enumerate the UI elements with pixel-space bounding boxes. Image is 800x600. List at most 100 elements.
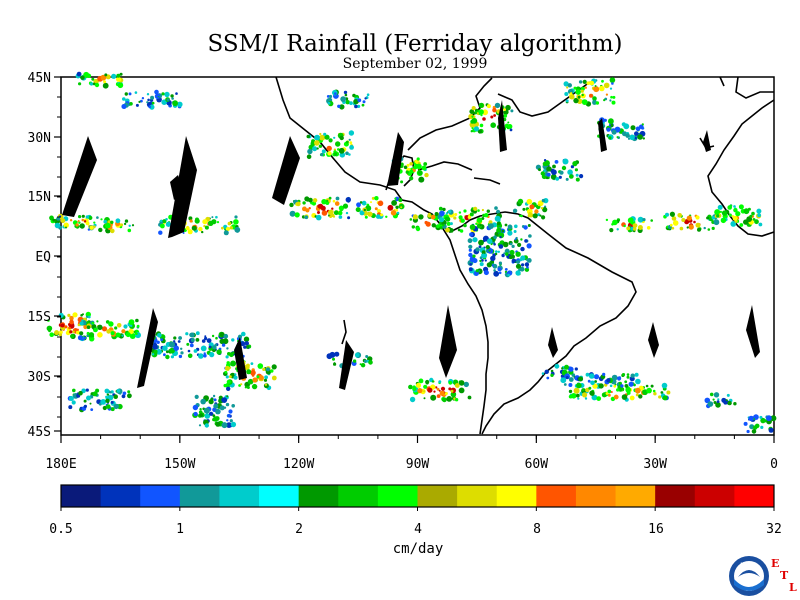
rain-cell — [116, 73, 121, 78]
rain-cell — [493, 235, 497, 239]
rain-cell — [289, 210, 296, 217]
rain-cell — [526, 258, 532, 263]
rain-cell — [523, 225, 528, 230]
rain-cell — [637, 216, 644, 223]
rain-cell — [343, 90, 348, 95]
rain-cell — [364, 215, 368, 219]
rain-cell — [496, 221, 501, 226]
orbit-gap-wedge — [498, 100, 507, 152]
rain-cell — [349, 141, 353, 145]
rain-cell — [192, 404, 199, 411]
rain-cell — [577, 95, 581, 99]
colorbar-swatch — [298, 485, 339, 507]
rain-cell — [121, 329, 126, 334]
rain-cell — [471, 115, 474, 118]
rain-cell — [509, 255, 513, 260]
rain-cell — [178, 354, 183, 359]
rain-cell — [80, 75, 85, 80]
rain-cell — [203, 407, 210, 414]
rain-cell — [189, 343, 194, 348]
rain-cell — [83, 220, 87, 223]
rain-cell — [634, 131, 639, 136]
rain-cell — [154, 89, 159, 95]
rain-cell — [160, 223, 165, 229]
rain-cell — [471, 127, 474, 130]
rain-cell — [362, 100, 366, 104]
rain-cell — [526, 198, 533, 205]
rain-cell — [226, 395, 229, 398]
rain-cell — [88, 215, 93, 220]
rain-cell — [236, 229, 239, 233]
rain-cell — [210, 397, 214, 401]
rain-cell — [225, 375, 229, 379]
rain-cell — [589, 80, 595, 86]
rain-cell — [348, 153, 351, 156]
rain-cell — [122, 97, 126, 101]
rain-cell — [645, 384, 649, 388]
rain-cell — [760, 425, 764, 429]
rain-cell — [223, 230, 229, 236]
rain-cell — [484, 213, 489, 218]
rain-cell — [240, 383, 243, 386]
rain-cell — [360, 363, 366, 368]
rain-cell — [215, 408, 221, 415]
rain-cell — [569, 92, 572, 96]
rain-cell — [418, 378, 424, 384]
rain-cell — [617, 376, 622, 381]
colorbar-swatch — [61, 485, 102, 507]
rain-cell — [713, 219, 720, 226]
orbit-gap-wedge — [439, 305, 457, 378]
rain-cell — [546, 166, 552, 172]
rain-cell — [106, 329, 111, 334]
rain-cell — [215, 336, 218, 340]
rain-cell — [81, 388, 86, 393]
rain-cell — [573, 86, 577, 90]
rain-cell — [338, 215, 343, 219]
rain-cell — [624, 380, 628, 384]
rain-cell — [579, 174, 584, 179]
rain-cell — [370, 201, 372, 204]
lat-label: 30N — [28, 131, 51, 146]
rain-cell — [151, 101, 155, 105]
rain-cell — [575, 89, 581, 95]
rain-cell — [211, 216, 214, 219]
rain-cell — [89, 82, 94, 86]
rain-cell — [289, 202, 294, 208]
rain-cell — [541, 372, 545, 375]
rain-cell — [524, 267, 530, 272]
rain-cell — [264, 383, 268, 386]
rain-cell — [146, 93, 150, 96]
rain-cell — [79, 223, 85, 229]
rain-cell — [550, 369, 554, 373]
rain-cell — [201, 230, 204, 234]
rain-cell — [504, 268, 508, 271]
rain-cell — [173, 340, 176, 343]
rain-cell — [442, 397, 447, 403]
rain-cell — [180, 351, 184, 355]
rain-cell — [93, 327, 98, 333]
rain-cell — [430, 214, 436, 220]
rain-cell — [415, 226, 421, 232]
rain-cell — [390, 210, 397, 216]
rain-cell — [306, 134, 311, 139]
rain-cell — [110, 407, 115, 412]
rain-cell — [166, 98, 170, 102]
rain-cell — [568, 377, 574, 382]
rain-cell — [141, 97, 145, 100]
rain-cell — [766, 415, 772, 422]
rain-cell — [496, 227, 502, 233]
rain-cell — [468, 113, 474, 120]
rain-cell — [490, 255, 496, 262]
rain-cell — [135, 318, 139, 323]
lon-label: 150W — [164, 457, 195, 472]
rain-cell — [665, 212, 669, 217]
rain-cell — [69, 219, 73, 222]
rain-cell — [198, 410, 203, 415]
rain-cell — [716, 400, 720, 403]
rain-cell — [60, 323, 65, 328]
rain-cell — [472, 254, 476, 258]
rain-cell — [569, 93, 575, 100]
rain-cell — [230, 421, 237, 428]
rain-cell — [229, 419, 233, 423]
rain-cell — [334, 92, 337, 95]
